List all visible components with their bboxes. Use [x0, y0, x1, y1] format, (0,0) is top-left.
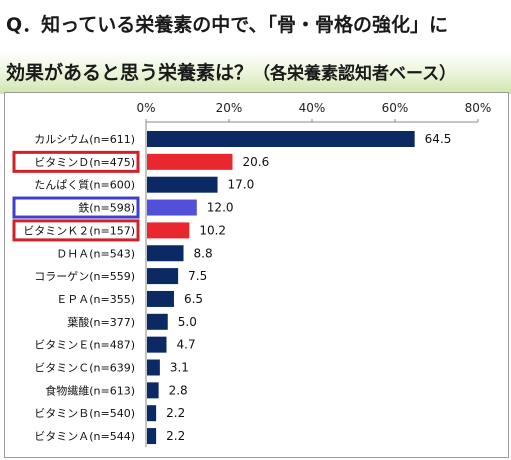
value-label: 17.0	[228, 178, 255, 192]
value-label: 20.6	[242, 155, 269, 169]
bar	[147, 336, 167, 353]
value-label: 10.2	[199, 223, 226, 237]
title-band	[0, 0, 511, 94]
category-label: ビタミンＤ(n=475)	[34, 156, 135, 169]
x-tick-label: 80%	[465, 101, 492, 115]
question-title-base-note: （各栄養素認知者ベース）	[253, 64, 457, 84]
category-label: たんぱく質(n=600)	[34, 178, 135, 192]
x-tick-label: 40%	[299, 101, 326, 115]
bar	[147, 382, 159, 399]
category-label: 葉酸(n=377)	[67, 315, 135, 329]
bar	[147, 428, 157, 445]
question-title-line1: Q．知っている栄養素の中で、「骨・骨格の強化」に	[6, 14, 448, 36]
category-highlight-box	[12, 150, 140, 173]
question-title-line2: 効果があると思う栄養素は？（各栄養素認知者ベース）	[6, 58, 456, 85]
category-label: ビタミンＫ２(n=157)	[23, 224, 135, 237]
value-label: 8.8	[194, 246, 213, 260]
value-label: 5.0	[178, 315, 197, 329]
category-label: ビタミンＣ(n=639)	[34, 362, 135, 375]
bar	[147, 176, 218, 193]
question-title-main: 効果があると思う栄養素は？	[6, 62, 254, 84]
value-label: 2.2	[166, 406, 185, 420]
value-label: 64.5	[425, 132, 452, 146]
bar	[147, 153, 233, 170]
category-label: ビタミンＥ(n=487)	[34, 339, 135, 352]
bar	[147, 290, 174, 307]
category-label: 食物繊維(n=613)	[45, 383, 135, 397]
chart-frame	[4, 92, 509, 458]
category-label: ビタミンＢ(n=540)	[34, 407, 135, 420]
category-highlight-box	[12, 196, 140, 219]
value-label: 7.5	[188, 269, 207, 283]
category-label: ＤＨＡ(n=543)	[56, 247, 135, 260]
x-tick-label: 20%	[216, 101, 243, 115]
bar	[147, 313, 168, 330]
bar	[147, 359, 160, 376]
value-label: 6.5	[184, 292, 203, 306]
category-label: 鉄(n=598)	[78, 201, 135, 215]
category-label: カルシウム(n=611)	[34, 133, 135, 146]
bar	[147, 268, 179, 285]
category-label: ビタミンＡ(n=544)	[34, 430, 135, 443]
value-label: 2.2	[166, 429, 185, 443]
bar	[147, 199, 197, 216]
bar	[147, 245, 184, 262]
bar	[147, 222, 190, 239]
value-label: 3.1	[170, 361, 189, 375]
value-label: 12.0	[207, 201, 234, 215]
bar	[147, 405, 157, 422]
category-label: コラーゲン(n=559)	[34, 270, 135, 283]
value-label: 4.7	[177, 338, 196, 352]
category-highlight-box	[12, 219, 140, 242]
x-tick-label: 0%	[136, 101, 155, 115]
value-label: 2.8	[169, 383, 188, 397]
bar	[147, 131, 415, 147]
x-tick-label: 60%	[382, 101, 409, 115]
category-label: ＥＰＡ(n=355)	[56, 293, 135, 306]
